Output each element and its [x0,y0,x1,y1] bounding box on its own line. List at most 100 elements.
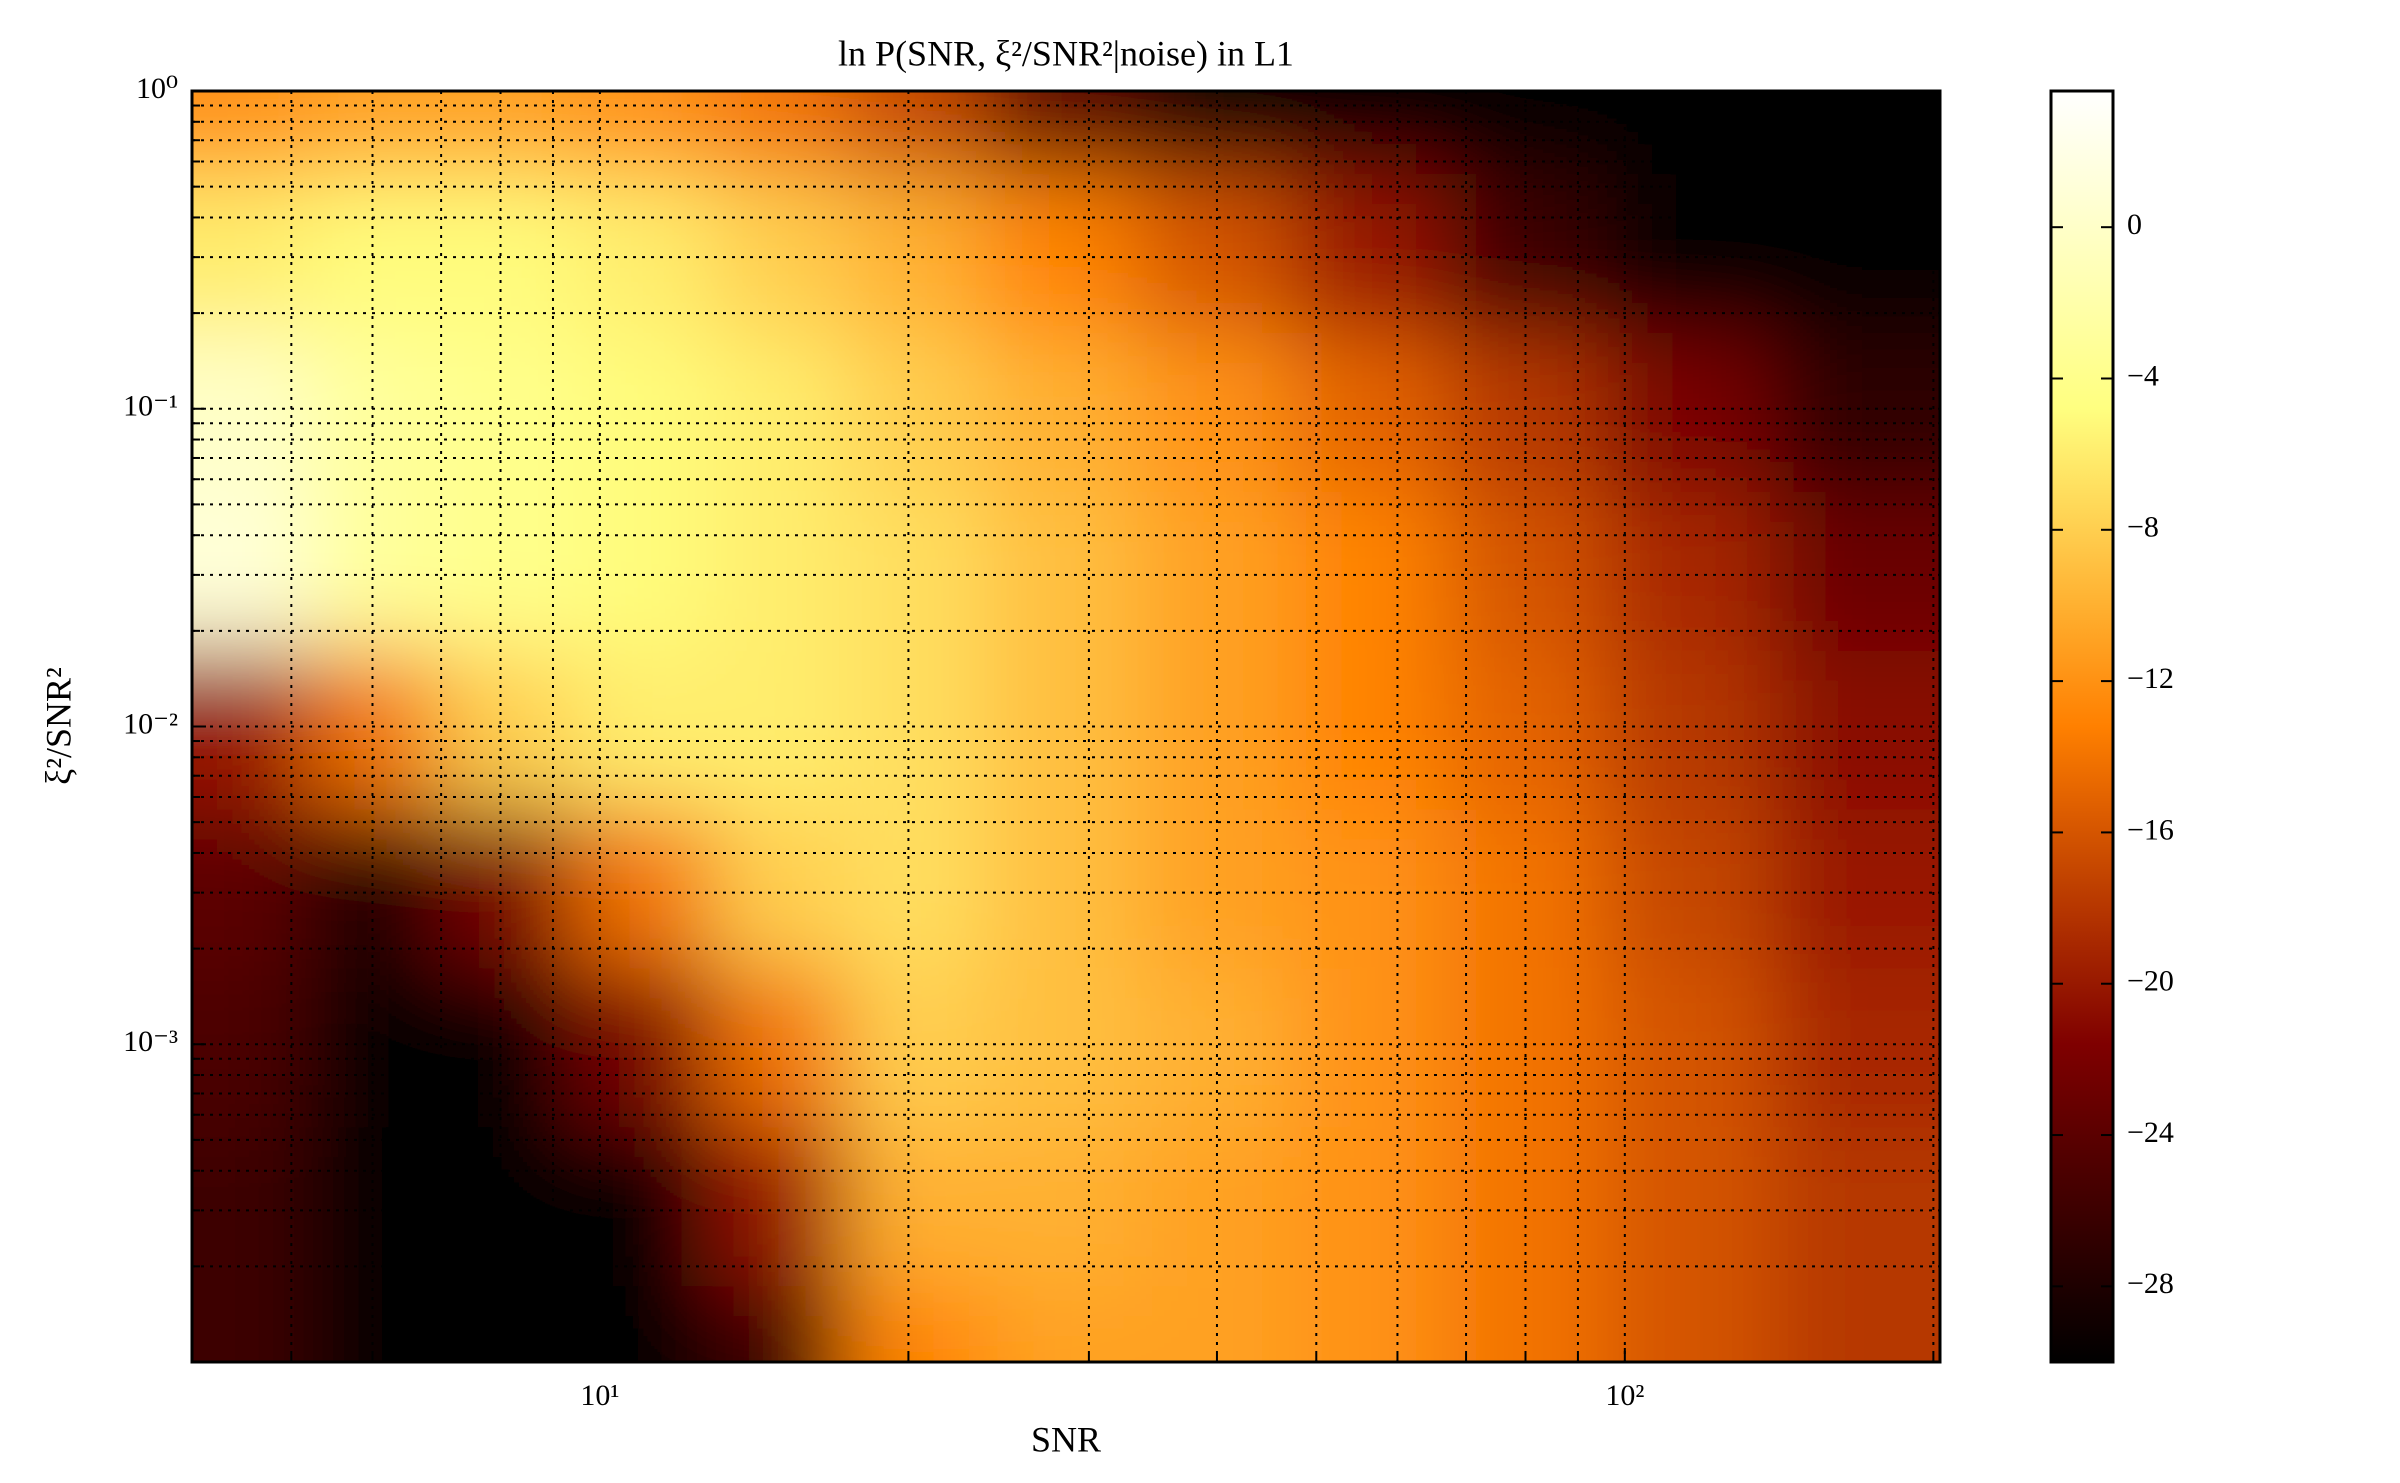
heatmap-cell [1770,91,1940,176]
x-tick-label: 10² [1605,1379,1644,1412]
y-tick-label: 10⁻³ [123,1025,178,1058]
heatmap-cell [711,968,846,1129]
heatmap-cell [192,491,310,652]
heatmap-cell [308,91,438,176]
heatmap-cell [711,174,846,334]
heatmap-cell [711,1286,846,1362]
heatmap-cell [192,174,310,334]
heatmap-cell [844,174,985,334]
heatmap-cell [983,1286,1139,1362]
heatmap-cell [844,1127,985,1288]
heatmap-cell [192,332,310,493]
heatmap-cell [1137,332,1293,493]
colorbar-tick-label: −8 [2127,511,2159,544]
x-tick-label: 10¹ [580,1379,619,1412]
heatmap-cell [308,809,438,970]
colorbar-tick-label: −16 [2127,813,2174,846]
heatmap-cell [1602,650,1772,811]
heatmap-cell [436,1127,573,1288]
heatmap-cell [1291,809,1448,970]
heatmap [192,91,1940,1362]
heatmap-cell [192,650,310,811]
heatmap-cell [192,1286,310,1362]
heatmap-cell [192,809,310,970]
colorbar-tick-label: 0 [2127,208,2142,241]
heatmap-cell [983,809,1139,970]
heatmap-cell [1137,650,1293,811]
heatmap-cell [1137,1127,1293,1288]
heatmap-cell [711,809,846,970]
heatmap-cell [1770,174,1940,334]
colorbar [2051,91,2113,1362]
heatmap-cell [192,1127,310,1288]
heatmap-cell [1137,491,1293,652]
heatmap-cell [1291,332,1448,493]
heatmap-cell [1602,491,1772,652]
chart-title: ln P(SNR, ξ²/SNR²|noise) in L1 [838,33,1294,73]
grid [192,90,1940,1362]
heatmap-cell [844,332,985,493]
heatmap-cell [1291,968,1448,1129]
heatmap-cell [1602,809,1772,970]
colorbar-frame [2049,89,2115,1364]
colorbar-tick-label: −4 [2127,359,2159,392]
heatmap-cell [1770,1127,1940,1288]
heatmap-cell [1770,809,1940,970]
heatmap-cell [844,809,985,970]
heatmap-cell [308,491,438,652]
y-tick-label: 10⁰ [136,72,178,105]
heatmap-cell [1770,491,1940,652]
heatmap-cell [1291,174,1448,334]
heatmap-cell [436,174,573,334]
heatmap-cell [983,968,1139,1129]
heatmap-cell [436,91,573,176]
heatmap-cell [308,332,438,493]
heatmap-cell [1137,968,1293,1129]
heatmap-cell [1446,332,1604,493]
heatmap-cell [1602,174,1772,334]
heatmap-cell [571,174,713,334]
heatmap-cell [1770,332,1940,493]
heatmap-cell [436,1286,573,1362]
heatmap-cell [1137,1286,1293,1362]
heatmap-cell [983,650,1139,811]
heatmap-cell [571,332,713,493]
heatmap-cell [571,1286,713,1362]
heatmap-cell [711,1127,846,1288]
heatmap-cell [1137,91,1293,176]
heatmap-cell [571,91,713,176]
y-tick-label: 10⁻² [123,707,178,740]
x-axis-label: SNR [1031,1419,1101,1459]
heatmap-cell [844,91,985,176]
colorbar-tick-label: −20 [2127,965,2174,998]
heatmap-cell [1291,650,1448,811]
heatmap-cell [983,1127,1139,1288]
heatmap-cell [1137,174,1293,334]
heatmap-cell [571,968,713,1129]
heatmap-cell [711,491,846,652]
heatmap-cell [1291,1286,1448,1362]
heatmap-cell [1602,1286,1772,1362]
heatmap-cell [1602,1127,1772,1288]
heatmap-cell [983,91,1139,176]
heatmap-cell [436,491,573,652]
heatmap-cell [1291,91,1448,176]
heatmap-cells [192,91,1940,1362]
y-tick-label: 10⁻¹ [123,390,178,423]
heatmap-cell [1770,650,1940,811]
heatmap-cell [1446,491,1604,652]
heatmap-cell [844,491,985,652]
heatmap-cell [436,809,573,970]
y-axis-label: ξ²/SNR² [38,667,78,785]
heatmap-cell [571,809,713,970]
heatmap-cell [1770,968,1940,1129]
heatmap-cell [571,491,713,652]
heatmap-cell [844,1286,985,1362]
heatmap-cell [1291,491,1448,652]
heatmap-cell [571,650,713,811]
heatmap-cell [711,91,846,176]
heatmap-cell [983,332,1139,493]
heatmap-cell [571,1127,713,1288]
heatmap-cell [436,332,573,493]
